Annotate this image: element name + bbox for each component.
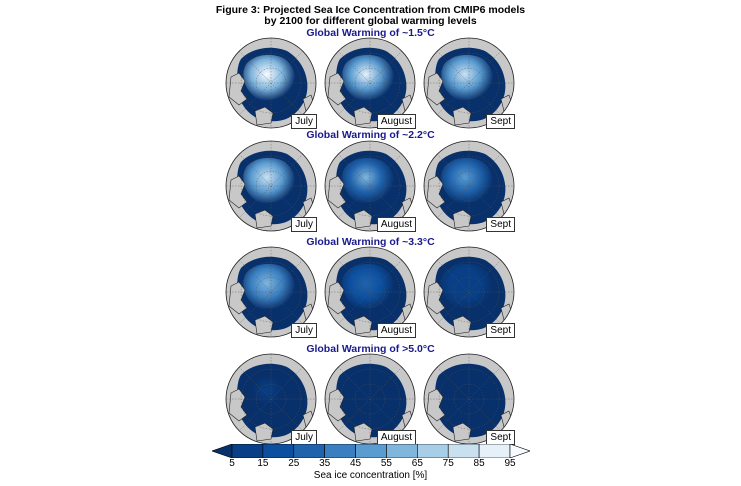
colorbar-bin [447,444,480,458]
month-label: Sept [486,430,515,445]
polar-map: Sept [423,353,515,445]
colorbar-min-arrow [212,444,233,458]
polar-map: Sept [423,140,515,232]
polar-map: Sept [423,37,515,129]
month-label: August [376,217,416,232]
colorbar-bin [262,444,295,458]
colorbar-tick-label: 95 [504,458,516,469]
month-label: August [376,114,416,129]
colorbar-tick-label: 35 [319,458,331,469]
month-label: Sept [486,217,515,232]
polar-map: August [324,246,416,338]
colorbar-bin [231,444,264,458]
colorbar-tick-label: 25 [288,458,300,469]
row-heading: Global Warming of ~3.3°C [306,236,435,248]
month-label: Sept [486,114,515,129]
polar-map: August [324,37,416,129]
colorbar-tick-label: 45 [349,458,362,469]
colorbar-bin [478,444,511,458]
figure-title-line2: by 2100 for different global warming lev… [264,15,477,27]
colorbar-tick-label: 5 [229,458,235,469]
row-heading: Global Warming of ~1.5°C [306,27,435,39]
colorbar-bin [293,444,325,458]
row-heading: Global Warming of ~2.2°C [306,129,435,141]
colorbar-max-arrow [509,444,530,458]
month-label: July [291,114,317,129]
colorbar-tick-label: 15 [257,458,269,469]
polar-map: July [225,246,317,338]
row-heading: Global Warming of >5.0°C [306,343,435,355]
polar-map: Sept [423,246,515,338]
month-label: July [291,430,317,445]
colorbar-bin [355,444,387,458]
month-label: July [291,323,317,338]
month-label: Sept [486,323,515,338]
colorbar-bin [324,444,356,458]
colorbar-tick-label: 65 [411,458,423,469]
colorbar-title: Sea ice concentration [%] [313,470,428,481]
colorbar-tick-label: 75 [442,458,454,469]
polar-map: July [225,140,317,232]
month-label: July [291,217,317,232]
polar-map: August [324,353,416,445]
figure-title-line1: Figure 3: Projected Sea Ice Concentratio… [215,4,526,16]
colorbar-tick-label: 85 [473,458,485,469]
polar-map: August [324,140,416,232]
colorbar [212,444,530,458]
month-label: August [376,323,416,338]
month-label: August [376,430,416,445]
polar-map: July [225,353,317,445]
polar-map: July [225,37,317,129]
colorbar-tick-label: 55 [380,458,392,469]
colorbar-bin [386,444,418,458]
colorbar-bin [417,444,449,458]
